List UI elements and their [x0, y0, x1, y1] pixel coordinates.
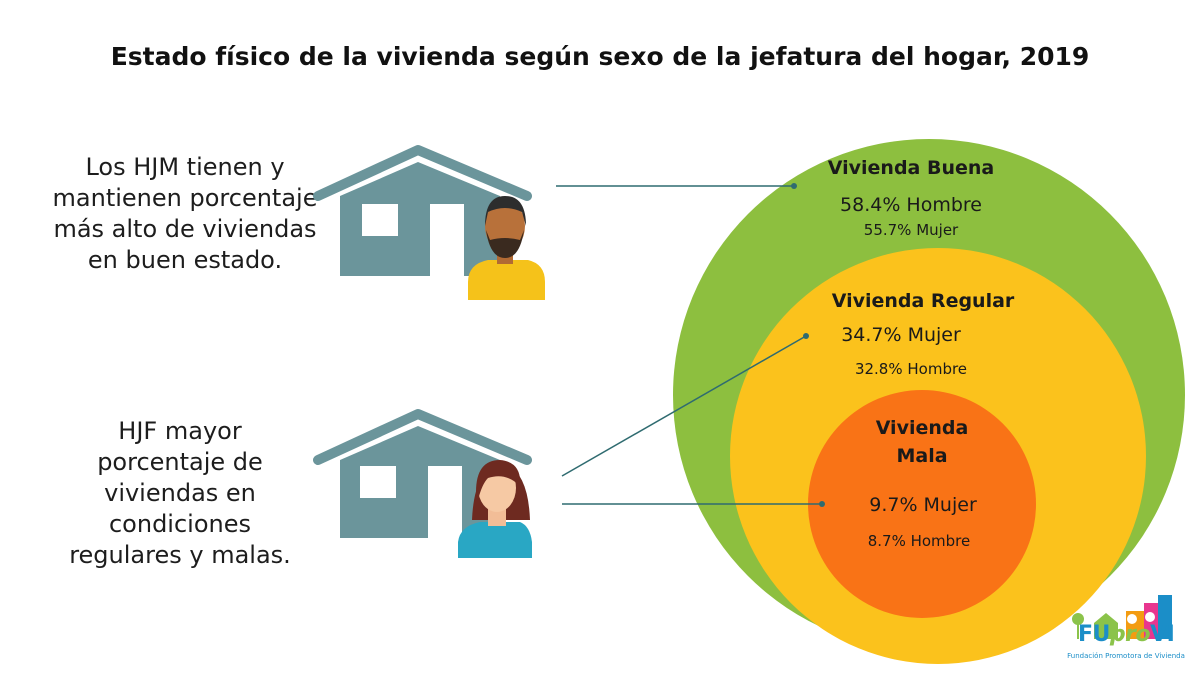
connector-women-regular: [561, 335, 807, 477]
fuprovi-logo-graphic: [1072, 595, 1172, 639]
woman-avatar-icon: [458, 460, 532, 558]
buena-line-mujer: 55.7% Mujer: [863, 221, 959, 239]
page-title: Estado físico de la vivienda según sexo …: [110, 42, 1090, 71]
mala-line-mujer: 9.7% Mujer: [869, 494, 977, 516]
connector-dot-mala: [819, 501, 825, 507]
fuprovi-logo-word: FUproVI: [1078, 622, 1175, 647]
fuprovi-logo-subtitle: Fundación Promotora de Vivienda: [1067, 652, 1185, 660]
regular-line-mujer: 34.7% Mujer: [841, 324, 961, 346]
statement-women: HJF mayor porcentaje de viviendas en con…: [69, 417, 291, 569]
statement-men: Los HJM tienen y mantienen porcentaje má…: [52, 153, 318, 274]
man-avatar-icon: [468, 196, 545, 300]
buena-line-hombre: 58.4% Hombre: [840, 194, 982, 216]
house-icon-women: [313, 409, 532, 538]
mala-heading: Vivienda Mala: [875, 417, 969, 467]
logo-word-right: VI: [1150, 622, 1175, 647]
connector-dot-buena: [791, 183, 797, 189]
circle-vivienda-mala: [808, 390, 1036, 618]
connector-dot-regular: [803, 333, 809, 339]
logo-word-mid: pro: [1109, 622, 1151, 647]
regular-line-hombre: 32.8% Hombre: [854, 360, 968, 378]
buena-heading: Vivienda Buena: [827, 157, 995, 179]
mala-line-hombre: 8.7% Hombre: [867, 532, 971, 550]
logo-word-left: FU: [1078, 622, 1110, 647]
regular-heading: Vivienda Regular: [831, 290, 1015, 312]
house-icon-men: [313, 145, 532, 276]
